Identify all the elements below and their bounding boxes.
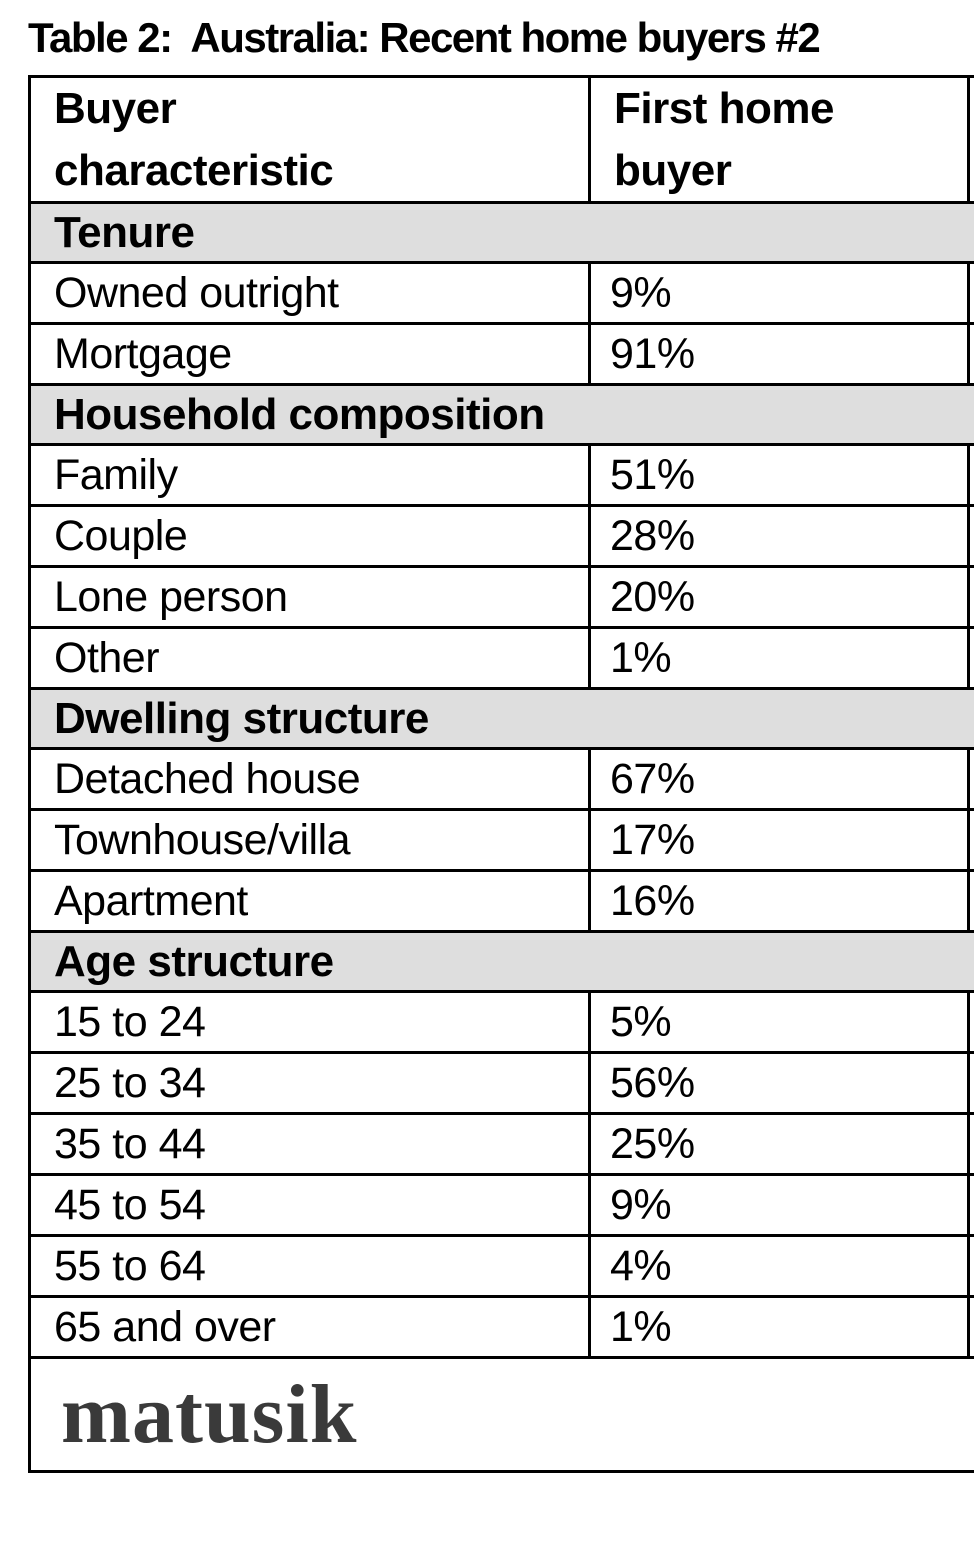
row-value-cell: 56% xyxy=(588,1051,970,1116)
row-label-cell: Other xyxy=(28,626,591,691)
column-header-line: Buyer xyxy=(54,84,177,133)
row-value-cell: 1% xyxy=(588,1295,970,1360)
row-label-cell: 45 to 54 xyxy=(28,1173,591,1238)
section-header-label: Age structure xyxy=(28,930,974,994)
row-value-cell: 25% xyxy=(588,1112,970,1177)
table-row: 15 to 24 5% xyxy=(28,990,974,1055)
row-label-cell: 65 and over xyxy=(28,1295,591,1360)
row-value-cell: 5% xyxy=(588,990,970,1055)
section-header-label: Tenure xyxy=(28,201,974,265)
row-cutoff-cell xyxy=(967,565,974,630)
table-header-row: Buyer characteristic First home buyer xyxy=(28,74,974,205)
row-cutoff-cell xyxy=(967,626,974,691)
table-row: 35 to 44 25% xyxy=(28,1112,974,1177)
row-cutoff-cell xyxy=(967,747,974,812)
row-label-cell: Mortgage xyxy=(28,322,591,387)
row-label-cell: 35 to 44 xyxy=(28,1112,591,1177)
table-row: 55 to 64 4% xyxy=(28,1234,974,1299)
table-row: Family 51% xyxy=(28,443,974,508)
section-header-label: Household composition xyxy=(28,383,974,447)
section-header-label: Dwelling structure xyxy=(28,687,974,751)
table-footer-row: matusik xyxy=(28,1356,974,1474)
row-cutoff-cell xyxy=(967,261,974,326)
row-label-cell: Lone person xyxy=(28,565,591,630)
table-body: Tenure Owned outright 9% Mortgage 91% Househo… xyxy=(28,201,974,1360)
column-header-buyer-characteristic: Buyer characteristic xyxy=(28,74,591,205)
row-value-cell: 51% xyxy=(588,443,970,508)
row-cutoff-cell xyxy=(967,443,974,508)
row-value-cell: 67% xyxy=(588,747,970,812)
section-row: Age structure xyxy=(28,930,974,994)
table-row: Couple 28% xyxy=(28,504,974,569)
table-row: Lone person 20% xyxy=(28,565,974,630)
row-label-cell: Detached house xyxy=(28,747,591,812)
row-value-cell: 1% xyxy=(588,626,970,691)
row-cutoff-cell xyxy=(967,504,974,569)
row-cutoff-cell xyxy=(967,1234,974,1299)
row-value-cell: 9% xyxy=(588,1173,970,1238)
row-label-cell: Townhouse/villa xyxy=(28,808,591,873)
table-row: Owned outright 9% xyxy=(28,261,974,326)
row-label-cell: 15 to 24 xyxy=(28,990,591,1055)
row-value-cell: 20% xyxy=(588,565,970,630)
table-row: Townhouse/villa 17% xyxy=(28,808,974,873)
row-label-cell: Family xyxy=(28,443,591,508)
row-cutoff-cell xyxy=(967,1173,974,1238)
row-cutoff-cell xyxy=(967,990,974,1055)
row-value-cell: 9% xyxy=(588,261,970,326)
row-value-cell: 28% xyxy=(588,504,970,569)
row-value-cell: 91% xyxy=(588,322,970,387)
page-title: Table 2: Australia: Recent home buyers #… xyxy=(28,14,821,61)
row-value-cell: 16% xyxy=(588,869,970,934)
column-header-first-home-buyer: First home buyer xyxy=(588,74,970,205)
row-cutoff-cell xyxy=(967,869,974,934)
row-cutoff-cell xyxy=(967,1112,974,1177)
row-label-cell: Owned outright xyxy=(28,261,591,326)
table-row: Detached house 67% xyxy=(28,747,974,812)
table-row: 45 to 54 9% xyxy=(28,1173,974,1238)
section-row: Household composition xyxy=(28,383,974,447)
table-row: Apartment 16% xyxy=(28,869,974,934)
table-row: 25 to 34 56% xyxy=(28,1051,974,1116)
section-row: Dwelling structure xyxy=(28,687,974,751)
home-buyers-table: Buyer characteristic First home buyer Te… xyxy=(28,74,974,1474)
table-row: Other 1% xyxy=(28,626,974,691)
row-label-cell: 55 to 64 xyxy=(28,1234,591,1299)
section-row: Tenure xyxy=(28,201,974,265)
row-cutoff-cell xyxy=(967,1295,974,1360)
row-cutoff-cell xyxy=(967,1051,974,1116)
column-header-line: buyer xyxy=(614,145,732,195)
row-value-cell: 17% xyxy=(588,808,970,873)
row-cutoff-cell xyxy=(967,322,974,387)
footer-cell: matusik xyxy=(28,1356,974,1474)
column-header-line: First home xyxy=(614,84,834,133)
table-row: Mortgage 91% xyxy=(28,322,974,387)
row-value-cell: 4% xyxy=(588,1234,970,1299)
row-cutoff-cell xyxy=(967,808,974,873)
row-label-cell: Apartment xyxy=(28,869,591,934)
column-header-cutoff xyxy=(967,74,974,205)
column-header-line: characteristic xyxy=(54,145,334,195)
matusik-logo: matusik xyxy=(61,1367,358,1461)
table-row: 65 and over 1% xyxy=(28,1295,974,1360)
row-label-cell: 25 to 34 xyxy=(28,1051,591,1116)
row-label-cell: Couple xyxy=(28,504,591,569)
